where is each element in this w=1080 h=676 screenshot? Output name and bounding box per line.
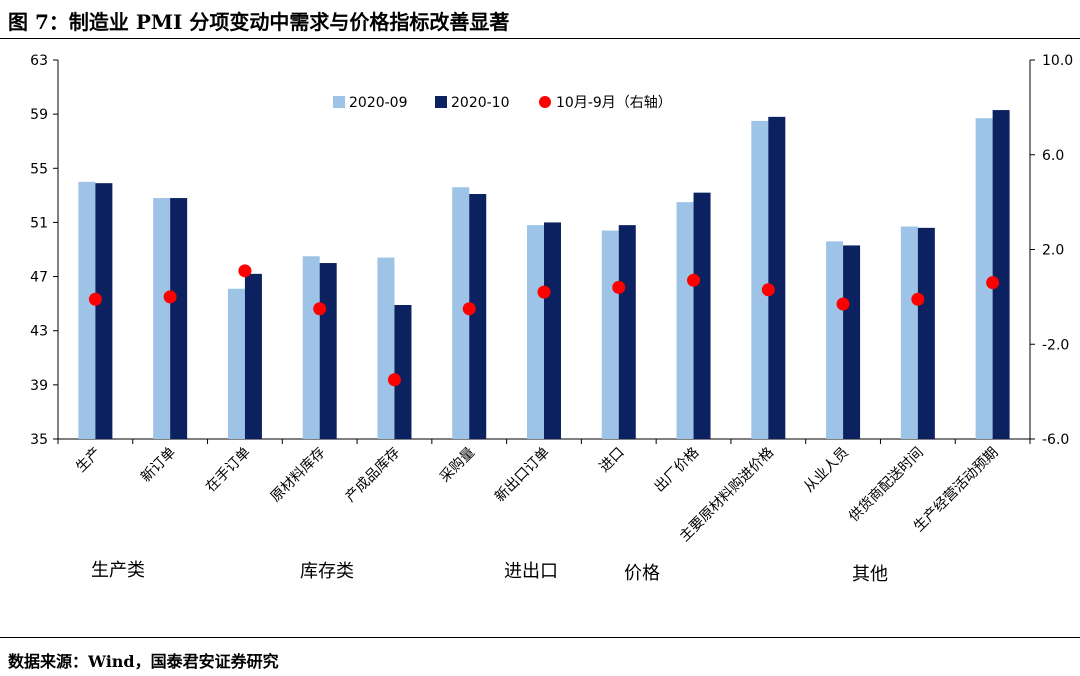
diff-point	[911, 292, 925, 306]
diff-point	[537, 285, 551, 299]
figure-title: 图 7：制造业 PMI 分项变动中需求与价格指标改善显著	[8, 10, 510, 34]
left-tick-label: 59	[30, 107, 48, 123]
category-label: 生产经营活动预期	[911, 445, 1002, 536]
diff-point	[462, 302, 476, 316]
diff-point	[836, 297, 850, 311]
bar-2020-09	[377, 257, 395, 439]
bar-2020-09	[227, 288, 245, 439]
left-tick-label: 47	[30, 270, 48, 286]
group-label: 其他	[852, 564, 888, 585]
bar-2020-10	[394, 304, 412, 439]
bar-2020-10	[843, 245, 861, 439]
bar-2020-10	[319, 263, 337, 439]
group-label: 进出口	[504, 561, 558, 582]
legend: 2020-09 2020-10 10月-9月（右轴）	[333, 95, 672, 111]
bar-2020-10	[95, 183, 113, 439]
bar-2020-10	[469, 194, 487, 439]
left-tick-label: 43	[30, 324, 48, 340]
group-label: 生产类	[91, 560, 145, 581]
bar-2020-10	[544, 222, 561, 439]
left-tick-label: 51	[30, 215, 48, 231]
legend-marker-diff	[539, 96, 551, 108]
bar-2020-10	[768, 116, 786, 439]
left-tick-label: 63	[30, 53, 48, 69]
category-label: 原材料库存	[268, 445, 329, 506]
left-tick-label: 35	[30, 432, 48, 448]
bar-2020-09	[302, 256, 320, 439]
bar-2020-09	[676, 202, 694, 439]
right-tick-label: -2.0	[1042, 337, 1069, 353]
bar-2020-09	[751, 120, 769, 440]
category-label: 采购量	[437, 445, 478, 486]
category-label: 新出口订单	[492, 445, 553, 506]
right-tick-label: -6.0	[1042, 432, 1069, 448]
right-tick-label: 10.0	[1042, 53, 1073, 69]
bar-2020-09	[78, 181, 96, 440]
category-label: 在手订单	[203, 445, 254, 496]
diff-point	[88, 292, 102, 306]
diff-point	[313, 302, 327, 316]
legend-label-2020-10: 2020-10	[451, 95, 510, 111]
bar-2020-10	[992, 110, 1010, 439]
legend-label-diff: 10月-9月（右轴）	[556, 95, 672, 111]
diff-point	[986, 276, 1000, 290]
bar-2020-09	[527, 225, 544, 439]
category-label: 进口	[596, 445, 627, 476]
category-label: 从业人员	[801, 445, 852, 496]
legend-label-2020-09: 2020-09	[349, 95, 408, 111]
legend-swatch-2020-09	[333, 96, 345, 108]
bar-2020-10	[170, 198, 188, 439]
axes-layer: 35 39 43 47 51 55 59 63 -6.0 -2.0 2.0 6.0 10.0	[30, 53, 1073, 448]
points-layer	[88, 264, 1000, 387]
bar-2020-09	[601, 230, 619, 439]
diff-point	[761, 283, 775, 297]
diff-point	[687, 273, 701, 287]
bar-2020-09	[900, 226, 918, 439]
category-label: 供货商配送时间	[845, 444, 926, 525]
left-tick-label: 39	[30, 378, 48, 394]
category-label: 出厂价格	[651, 445, 702, 496]
bars-layer	[78, 110, 1010, 440]
bar-2020-10	[917, 227, 935, 439]
right-tick-label: 2.0	[1042, 243, 1064, 259]
bar-2020-09	[975, 118, 993, 439]
bar-2020-09	[153, 198, 171, 439]
bar-2020-09	[452, 187, 470, 439]
legend-swatch-2020-10	[435, 96, 447, 108]
diff-point	[163, 290, 177, 304]
bar-2020-10	[693, 192, 711, 439]
bar-2020-09	[826, 241, 844, 439]
title-rule	[0, 38, 1080, 39]
diff-point	[612, 280, 626, 294]
bar-2020-10	[244, 273, 262, 439]
category-label: 产成品库存	[342, 445, 403, 506]
group-label: 价格	[624, 563, 660, 584]
category-label: 新订单	[138, 445, 179, 486]
diff-point	[387, 373, 401, 387]
left-tick-label: 55	[30, 161, 48, 177]
labels-layer: 生产 新订单 在手订单 原材料库存 产成品库存 采购量 新出口订单 进口 出厂价格主要原材料购进…	[73, 444, 1001, 585]
group-label: 库存类	[300, 561, 354, 582]
category-label: 生产	[73, 445, 104, 476]
diff-point	[238, 264, 252, 278]
source-note: 数据来源：Wind，国泰君安证券研究	[8, 652, 279, 671]
right-tick-label: 6.0	[1042, 148, 1064, 164]
source-rule	[0, 637, 1080, 638]
bar-2020-10	[618, 225, 636, 439]
